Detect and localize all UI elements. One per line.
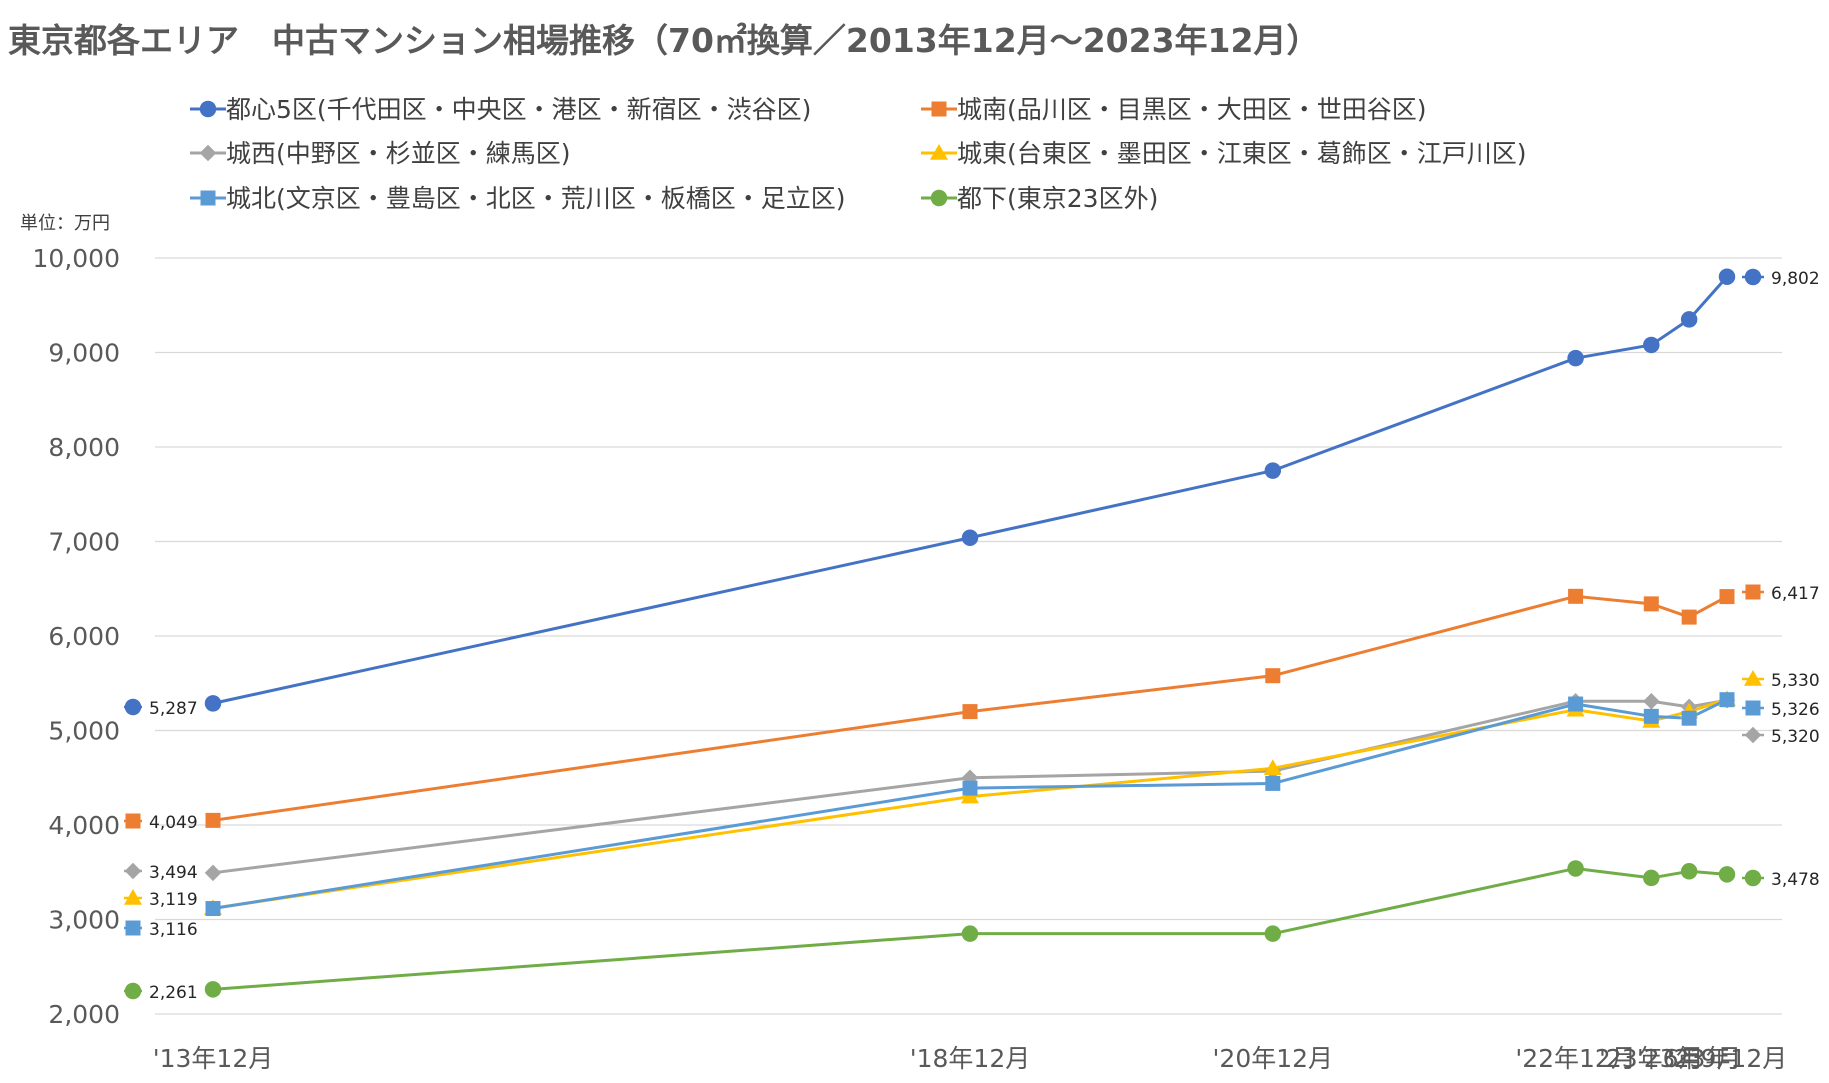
data-point — [1264, 462, 1282, 479]
data-point — [1680, 311, 1698, 328]
start-data-label: 3,119 — [149, 890, 198, 910]
end-data-label: 5,330 — [1771, 671, 1820, 691]
end-data-label: 6,417 — [1771, 584, 1820, 604]
data-point — [1643, 869, 1660, 887]
data-point — [961, 529, 979, 546]
end-label-marker — [1744, 726, 1762, 744]
end-data-label: 5,326 — [1771, 700, 1820, 720]
start-data-label: 4,049 — [149, 813, 198, 833]
end-label-marker — [1744, 670, 1762, 686]
data-point — [1263, 759, 1282, 776]
x-tick-label: '22年12月 — [1515, 1044, 1636, 1073]
y-tick-label: 3,000 — [48, 906, 120, 935]
x-axis: '13年12月 '18年12月 '20年12月 '22年12月'23年6月'23年9月… — [153, 1044, 1788, 1073]
end-label-marker — [1744, 869, 1762, 887]
legend-marker — [200, 190, 216, 206]
data-point — [205, 812, 221, 828]
legend-label: 城西(中野区・杉並区・練馬区) — [226, 139, 571, 168]
data-point — [1265, 668, 1281, 684]
data-point — [1567, 349, 1584, 367]
start-label-marker — [124, 889, 142, 905]
data-point — [1719, 692, 1735, 708]
start-label-marker — [124, 862, 142, 880]
legend-label: 城南(品川区・目黒区・大田区・世田谷区) — [957, 95, 1427, 124]
legend-marker — [931, 101, 947, 117]
series-lines — [212, 275, 1729, 991]
start-data-label: 3,116 — [149, 920, 198, 940]
y-tick-label: 10,000 — [33, 244, 120, 273]
data-point — [1568, 696, 1584, 712]
legend-label: 都下(東京23区外) — [957, 184, 1158, 213]
end-label-marker — [1745, 700, 1761, 716]
y-tick-label: 4,000 — [48, 811, 120, 840]
y-tick-label: 8,000 — [48, 433, 120, 462]
end-data-label: 9,802 — [1771, 269, 1820, 289]
data-point — [962, 704, 978, 720]
data-point — [1264, 925, 1282, 942]
legend-marker — [930, 144, 948, 160]
legend-label: 都心5区(千代田区・中央区・港区・新宿区・渋谷区) — [226, 95, 811, 124]
x-tick-label: '18年12月 — [910, 1044, 1031, 1073]
data-point — [961, 925, 979, 942]
chart-title: 東京都各エリア 中古マンション相場推移（70㎡換算／2013年12月～2023年… — [8, 21, 1320, 60]
y-tick-label: 5,000 — [48, 717, 120, 746]
data-point — [1681, 609, 1697, 625]
legend-marker — [199, 144, 217, 162]
legend: 都心5区(千代田区・中央区・港区・新宿区・渋谷区) 城南(品川区・目黒区・大田区・… — [190, 95, 1527, 213]
data-point — [1719, 589, 1735, 605]
data-point — [1643, 692, 1660, 710]
data-point — [1643, 336, 1660, 354]
legend-marker — [199, 100, 217, 118]
y-tick-label: 9,000 — [48, 339, 120, 368]
x-tick-label: '23年6月 — [1599, 1044, 1704, 1073]
data-point — [962, 780, 978, 796]
y-tick-label: 6,000 — [48, 622, 120, 651]
start-label-marker — [124, 698, 142, 716]
legend-label: 城北(文京区・豊島区・北区・荒川区・板橋区・足立区) — [226, 184, 846, 213]
start-data-label: 2,261 — [149, 983, 198, 1003]
y-tick-label: 2,000 — [48, 1000, 120, 1029]
end-data-label: 3,478 — [1771, 870, 1820, 890]
y-tick-label: 7,000 — [48, 528, 120, 557]
end-label-marker — [1745, 584, 1761, 600]
start-label-marker — [125, 920, 141, 936]
data-point — [1568, 588, 1584, 604]
x-tick-label: '23年12月 — [1667, 1044, 1788, 1073]
data-point — [204, 981, 222, 998]
data-point — [1718, 268, 1736, 285]
data-labels: 5,287 9,802 4,049 6,417 3,494 5,320 3,119 5,330… — [124, 268, 1820, 1003]
series-markers — [204, 268, 1736, 998]
data-point — [1567, 860, 1584, 877]
data-point — [205, 901, 221, 917]
y-axis: 2,000 3,000 4,000 5,000 6,000 7,000 8,000 9,000… — [33, 244, 120, 1029]
x-tick-label: '23年9月 — [1637, 1044, 1742, 1073]
data-point — [1680, 863, 1698, 880]
series-line — [212, 275, 1729, 705]
data-point — [1681, 710, 1697, 726]
data-point — [1643, 596, 1659, 612]
x-tick-label: '20年12月 — [1213, 1044, 1334, 1073]
start-label-marker — [125, 813, 141, 829]
end-data-label: 5,320 — [1771, 727, 1820, 747]
start-label-marker — [124, 982, 142, 1000]
end-label-marker — [1744, 268, 1762, 286]
data-point — [1643, 708, 1659, 724]
start-data-label: 3,494 — [149, 863, 198, 883]
data-point — [204, 864, 222, 882]
data-point — [1265, 775, 1281, 791]
unit-label: 単位：万円 — [20, 213, 110, 234]
data-point — [204, 695, 222, 712]
x-tick-label: '13年12月 — [153, 1044, 274, 1073]
data-point — [1718, 866, 1736, 883]
legend-marker — [930, 189, 948, 207]
start-data-label: 5,287 — [149, 699, 198, 719]
legend-label: 城東(台東区・墨田区・江東区・葛飾区・江戸川区) — [957, 139, 1527, 168]
